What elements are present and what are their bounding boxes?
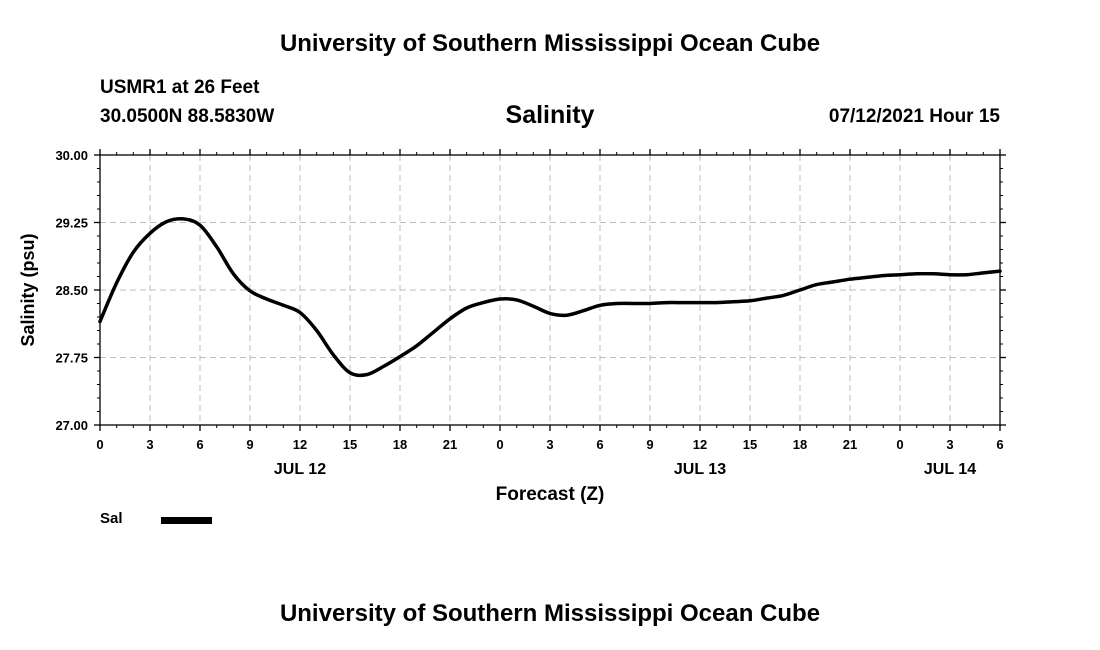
x-tick-label: 21: [443, 437, 457, 452]
x-tick-label: 3: [146, 437, 153, 452]
series-line-sal: [98, 216, 1002, 378]
x-tick-label: 9: [646, 437, 653, 452]
x-tick-label: 6: [596, 437, 603, 452]
y-tick-label: 27.75: [55, 351, 88, 366]
x-tick-label: 18: [393, 437, 407, 452]
y-tick-label: 30.00: [55, 148, 88, 163]
x-tick-label: 9: [246, 437, 253, 452]
station-label: USMR1 at 26 Feet: [100, 77, 260, 98]
axis-labels: 0 3 6 9 12 15 18 21 0 3 6 9 12 15 18 21 0 3 6 27.00 27.75 28.…: [18, 148, 1004, 505]
x-tick-label: 3: [946, 437, 953, 452]
x-tick-label: 21: [843, 437, 857, 452]
x-tick-label: 15: [743, 437, 757, 452]
x-tick-label: 12: [693, 437, 707, 452]
legend-label: Sal: [100, 510, 123, 527]
y-tick-label: 28.50: [55, 283, 88, 298]
x-tick-label: 15: [343, 437, 357, 452]
header-title: University of Southern Mississippi Ocean…: [279, 30, 821, 57]
date-label: JUL 13: [674, 461, 726, 478]
x-tick-label: 0: [96, 437, 103, 452]
plot-frame: [99, 154, 1001, 426]
y-tick-label: 29.25: [55, 216, 88, 231]
x-tick-label: 0: [496, 437, 503, 452]
x-tick-label: 3: [546, 437, 553, 452]
legend-swatch: [161, 517, 212, 524]
y-tick-label: 27.00: [55, 418, 88, 433]
date-label: JUL 12: [274, 461, 326, 478]
chart-title: Salinity: [505, 101, 595, 129]
x-tick-label: 0: [896, 437, 903, 452]
x-tick-label: 6: [196, 437, 203, 452]
series-layer: [98, 216, 1002, 378]
coordinates-label: 30.0500N 88.5830W: [100, 106, 275, 127]
grid-lines: [100, 155, 1000, 425]
x-tick-label: 12: [293, 437, 307, 452]
x-tick-label: 18: [793, 437, 807, 452]
x-tick-label: 6: [996, 437, 1003, 452]
x-axis-title: Forecast (Z): [496, 484, 605, 505]
timestamp-label: 07/12/2021 Hour 15: [828, 106, 1000, 127]
date-label: JUL 14: [924, 461, 976, 478]
footer-title: University of Southern Mississippi Ocean…: [279, 600, 821, 627]
y-axis-title: Salinity (psu): [18, 233, 38, 346]
